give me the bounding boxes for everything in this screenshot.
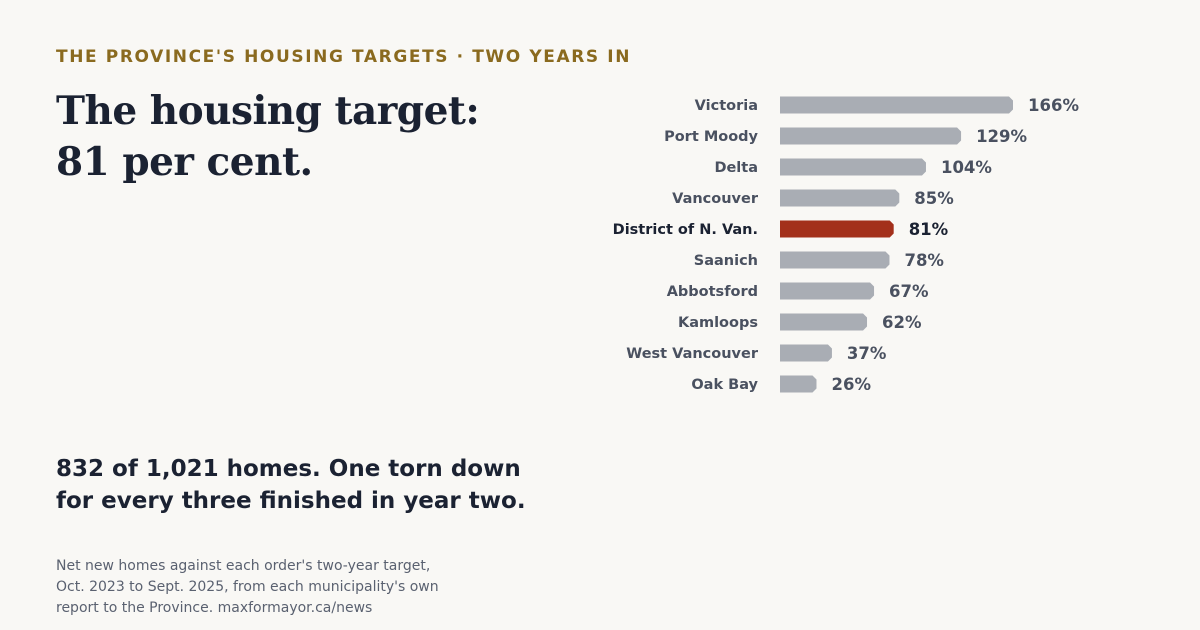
category-label: Delta [714,160,758,176]
bar [780,282,875,300]
source-note: Net new homes against each order's two-y… [56,556,476,619]
category-label: Kamloops [678,315,758,331]
value-label: 166% [1028,96,1079,115]
category-label: Abbotsford [667,284,758,300]
value-label: 26% [831,375,871,394]
subhead-line-1: 832 of 1,021 homes. One torn down [56,456,521,482]
category-label: Port Moody [664,129,758,145]
source-note-line-2: Oct. 2023 to Sept. 2025, from each munic… [56,579,439,595]
bar [780,158,926,176]
value-label: 62% [882,313,922,332]
source-note-line-1: Net new homes against each order's two-y… [56,558,431,574]
category-label: Vancouver [672,191,759,207]
category-label: Victoria [695,98,758,114]
value-label: 85% [914,189,954,208]
value-label: 67% [889,282,929,301]
bar [780,189,900,207]
category-label: Saanich [694,253,758,269]
value-label: 37% [847,344,887,363]
bar [780,375,817,393]
subhead: 832 of 1,021 homes. One torn down for ev… [56,453,576,517]
bar [780,344,832,362]
category-label: West Vancouver [626,346,759,362]
bar [780,251,890,269]
headline-line-1: The housing target: [56,88,480,134]
bar [780,313,868,331]
source-note-line-3: report to the Province. maxformayor.ca/n… [56,600,373,616]
value-label: 81% [909,220,949,239]
bar-chart: Victoria 166% Port Moody 129% Delta 104% Vanco… [613,96,1080,394]
bar-highlight [780,220,894,238]
eyebrow-label: THE PROVINCE'S HOUSING TARGETS · TWO YEA… [56,47,632,67]
value-label: 78% [904,251,944,270]
category-label: Oak Bay [691,377,758,393]
bar [780,96,1013,114]
value-label: 129% [976,127,1027,146]
bar [780,127,962,145]
value-label: 104% [941,158,992,177]
headline-line-2: 81 per cent. [56,139,313,185]
subhead-line-2: for every three finished in year two. [56,488,526,514]
headline: The housing target: 81 per cent. [56,86,556,188]
category-label: District of N. Van. [613,222,758,238]
